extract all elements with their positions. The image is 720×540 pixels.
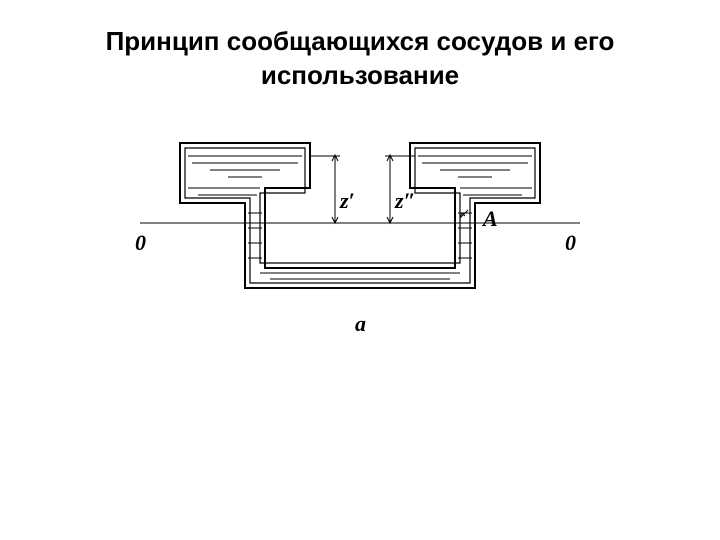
liquid-tube [188,188,532,279]
title-line-1: Принцип сообщающихся сосудов и его [106,26,615,56]
liquid-left [188,156,302,177]
label-zero-left: 0 [135,230,146,256]
liquid-right [418,156,532,177]
dim-z-prime [310,155,340,223]
point-A-marker [460,210,468,218]
label-zero-right: 0 [565,230,576,256]
label-z-double-prime: z″ [395,188,416,214]
communicating-vessels-diagram: 0 0 z′ z″ A a [0,93,720,473]
label-A: A [483,206,498,232]
title-line-2: использование [261,60,459,90]
page-title: Принцип сообщающихся сосудов и его испол… [0,0,720,93]
label-z-prime: z′ [340,188,355,214]
label-a: a [355,311,366,337]
